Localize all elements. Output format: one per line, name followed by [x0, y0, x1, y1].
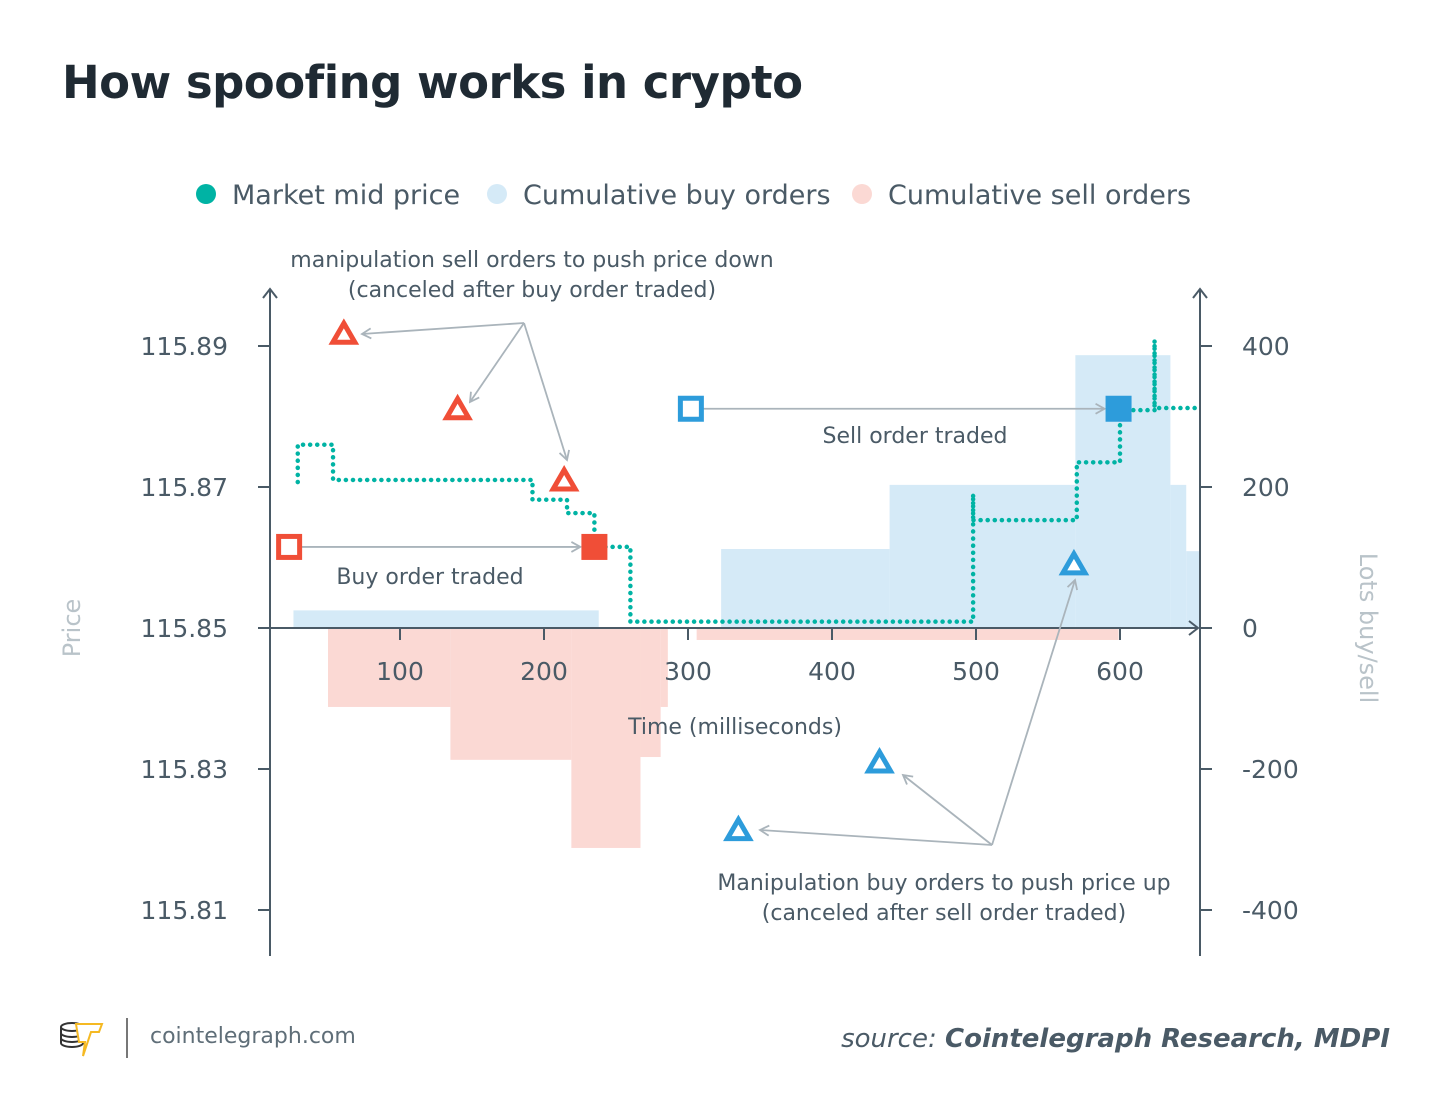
- sell-spoof-arrow: [360, 322, 525, 340]
- annotation-sell-spoof-2: (canceled after buy order traded): [348, 278, 716, 303]
- y-tick-label-left: 115.89: [141, 332, 228, 361]
- buy-order-placed-marker: [276, 533, 303, 560]
- y-axis-label-right: Lots buy/sell: [1354, 553, 1382, 704]
- y-tick-label-right: 400: [1242, 332, 1290, 361]
- legend-sell: Cumulative sell orders: [888, 180, 1191, 211]
- sell-order-placed-marker: [677, 395, 704, 422]
- sell-spoof-triangle: [328, 318, 360, 345]
- y-tick-label-right: -400: [1242, 896, 1299, 925]
- y-tick-label-right: 200: [1242, 473, 1290, 502]
- y-tick-label-right: 0: [1242, 614, 1258, 643]
- source-name: Cointelegraph Research, MDPI: [945, 1024, 1390, 1054]
- annotation-sell-traded: Sell order traded: [823, 424, 1008, 449]
- footer-divider: [126, 1018, 128, 1058]
- legend-buy: Cumulative buy orders: [523, 180, 831, 211]
- cointelegraph-logo: [60, 1022, 104, 1057]
- y-tick-label-left: 115.85: [141, 614, 228, 643]
- buy-order-bar: [889, 484, 1076, 628]
- annotation-buy-spoof-2: (canceled after sell order traded): [762, 901, 1126, 926]
- x-axis-label: Time (milliseconds): [627, 715, 842, 740]
- y-axis-label-left: Price: [58, 599, 86, 658]
- buy-spoof-triangle: [723, 814, 754, 842]
- sell-spoof-triangle: [548, 464, 580, 492]
- legend-mid-price: Market mid price: [232, 180, 460, 211]
- buy-spoof-triangle: [864, 746, 895, 774]
- sell-order-bar: [640, 628, 661, 758]
- buy-order-bar: [721, 549, 890, 628]
- legend-swatch-buy: [487, 184, 507, 204]
- x-tick-label: 300: [664, 657, 712, 686]
- sell-spoof-triangle: [442, 393, 473, 421]
- buy-spoof-arrow: [991, 578, 1078, 846]
- buy-spoof-arrow: [758, 824, 993, 846]
- y-axis-right-arrow: [1192, 287, 1208, 299]
- buy-order-traded-marker: [581, 533, 608, 560]
- annotation-sell-spoof-1: manipulation sell orders to push price d…: [290, 248, 773, 273]
- buy-order-bar: [1186, 551, 1200, 628]
- y-tick-label-left: 115.87: [141, 473, 228, 502]
- chart-title: How spoofing works in crypto: [62, 56, 803, 109]
- sell-order-bar: [660, 628, 668, 707]
- y-axis-left-arrow: [262, 287, 278, 299]
- buy-spoof-triangle: [1058, 548, 1090, 576]
- x-tick-label: 500: [952, 657, 1000, 686]
- x-tick-label: 400: [808, 657, 856, 686]
- x-tick-label: 100: [376, 657, 424, 686]
- buy-order-bar: [1170, 484, 1187, 628]
- y-tick-label-left: 115.83: [141, 755, 228, 784]
- x-tick-label: 600: [1096, 657, 1144, 686]
- source-prefix: source:: [841, 1024, 937, 1054]
- sell-order-bar: [450, 628, 572, 760]
- buy-spoof-arrow: [901, 773, 993, 846]
- sell-order-bar: [328, 628, 451, 707]
- sell-spoof-arrow: [468, 322, 525, 404]
- legend-swatch-mid-price: [196, 184, 216, 204]
- legend: Market mid price Cumulative buy orders C…: [196, 180, 1191, 211]
- x-tick-label: 200: [520, 657, 568, 686]
- buy-order-bar: [293, 610, 599, 628]
- annotation-buy-spoof-1: Manipulation buy orders to push price up: [717, 871, 1170, 896]
- y-tick-label-right: -200: [1242, 755, 1299, 784]
- sell-order-bar: [571, 628, 641, 848]
- legend-swatch-sell: [852, 184, 872, 204]
- y-tick-label-left: 115.81: [141, 896, 228, 925]
- sell-spoof-arrow: [523, 322, 570, 462]
- footer-site: cointelegraph.com: [150, 1024, 356, 1049]
- sell-order-bar: [696, 628, 1119, 640]
- annotation-buy-traded: Buy order traded: [336, 565, 523, 590]
- source-credit: source: Cointelegraph Research, MDPI: [841, 1024, 1390, 1054]
- x-axis-arrow: [1188, 620, 1200, 636]
- sell-order-traded-marker: [1105, 395, 1132, 422]
